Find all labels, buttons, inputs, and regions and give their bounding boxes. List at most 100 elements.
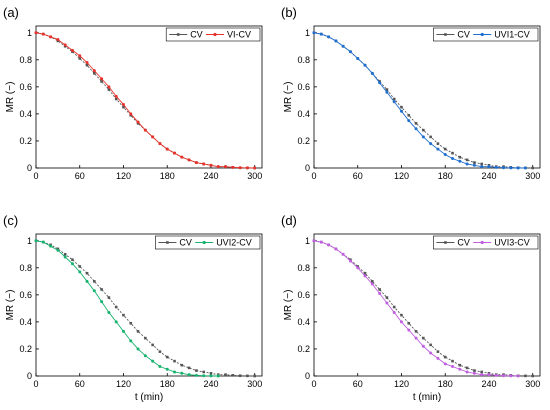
y-axis-label: MR (−) [283, 290, 294, 321]
data-point [202, 370, 205, 374]
data-point [327, 35, 331, 39]
series-line [35, 32, 255, 169]
legend-marker [444, 33, 447, 36]
data-point [144, 336, 147, 340]
data-point [173, 370, 177, 374]
data-point [151, 135, 155, 139]
x-tick-label: 180 [438, 171, 453, 181]
data-point [70, 262, 74, 266]
data-point [209, 163, 213, 167]
data-point [56, 248, 60, 252]
y-tick-label: 0.6 [19, 290, 32, 300]
legend-label: VI-CV [227, 30, 251, 40]
data-point [245, 166, 249, 170]
data-point [209, 374, 213, 378]
x-tick-label: 240 [203, 379, 218, 389]
data-point [356, 56, 360, 60]
data-point [180, 371, 184, 375]
data-point [165, 367, 169, 371]
legend-marker [444, 241, 447, 244]
x-tick-label: 180 [160, 379, 175, 389]
y-axis-label: MR (−) [5, 290, 16, 321]
data-point [100, 300, 104, 304]
data-point [480, 165, 484, 169]
y-tick-label: 0.4 [19, 317, 32, 327]
y-tick-label: 1 [27, 28, 32, 38]
data-point [121, 102, 125, 106]
data-point [378, 288, 381, 291]
legend-label: CV [179, 238, 192, 248]
data-point [392, 100, 396, 104]
data-point [319, 32, 323, 36]
y-tick-label: 0.2 [19, 344, 32, 354]
data-point [41, 32, 45, 36]
data-point [516, 374, 520, 378]
y-tick-label: 0.2 [297, 344, 310, 354]
chart-panel-1: (a) 0 60 120 180 240 300 0 0.2 0.4 0.6 0.8 1 MR (−) CV… [3, 5, 263, 181]
data-point [392, 310, 396, 314]
legend-marker [480, 32, 484, 37]
data-point [114, 305, 118, 309]
plot-frame [35, 233, 263, 377]
x-tick-label: 120 [116, 379, 131, 389]
data-point [158, 350, 162, 353]
data-point [399, 109, 403, 113]
data-point [414, 330, 418, 333]
data-point [173, 359, 176, 363]
data-point [114, 320, 118, 324]
data-point [502, 374, 506, 378]
legend-label: UVI2-CV [216, 238, 252, 248]
x-tick-label: 180 [160, 171, 175, 181]
data-point [414, 122, 418, 125]
legend-marker [213, 32, 217, 37]
legend-marker [166, 241, 169, 244]
y-tick-label: 0.4 [19, 109, 32, 119]
plot-frame [313, 25, 541, 169]
chart-panel-4: (d) 0 60 120 180 240 300 0 0.2 0.4 0.6 0.8 1 MR (−) t … [281, 213, 541, 403]
y-tick-label: 0 [305, 163, 310, 173]
data-point [202, 162, 206, 166]
data-point [122, 105, 125, 109]
data-point [407, 321, 411, 325]
data-point [93, 72, 96, 75]
y-tick-label: 0.4 [297, 317, 310, 327]
x-tick-label: 0 [311, 171, 316, 181]
y-tick-label: 0.6 [297, 290, 310, 300]
data-point [327, 243, 331, 247]
data-point [421, 344, 425, 348]
data-point [370, 282, 374, 286]
data-point [253, 374, 257, 378]
data-point [385, 301, 389, 305]
legend-label: CV [457, 30, 470, 40]
legend-label: UVI1-CV [494, 30, 530, 40]
data-point [224, 165, 228, 169]
y-tick-label: 1 [305, 236, 310, 246]
data-point [100, 77, 104, 81]
data-point [436, 350, 440, 353]
series-cv [34, 31, 257, 170]
data-point [436, 142, 440, 145]
series-uvi2-cv [34, 239, 220, 378]
data-point [480, 373, 484, 377]
data-point [100, 288, 103, 291]
data-point [151, 359, 155, 363]
x-tick-label: 60 [75, 379, 85, 389]
legend-label: CV [190, 30, 203, 40]
data-point [41, 240, 45, 244]
series-cv [312, 239, 535, 378]
series-uvi3-cv [312, 239, 520, 378]
x-tick-label: 240 [481, 171, 496, 181]
data-point [180, 155, 184, 159]
y-tick-label: 0 [27, 163, 32, 173]
data-point [93, 280, 96, 283]
x-tick-label: 240 [481, 379, 496, 389]
y-tick-label: 0.4 [297, 109, 310, 119]
data-point [216, 374, 220, 378]
y-tick-label: 0.2 [19, 136, 32, 146]
data-point [422, 336, 425, 340]
data-point [494, 373, 498, 377]
legend-marker [480, 240, 484, 245]
x-tick-label: 240 [203, 171, 218, 181]
data-point [165, 355, 169, 359]
data-point [334, 247, 338, 251]
